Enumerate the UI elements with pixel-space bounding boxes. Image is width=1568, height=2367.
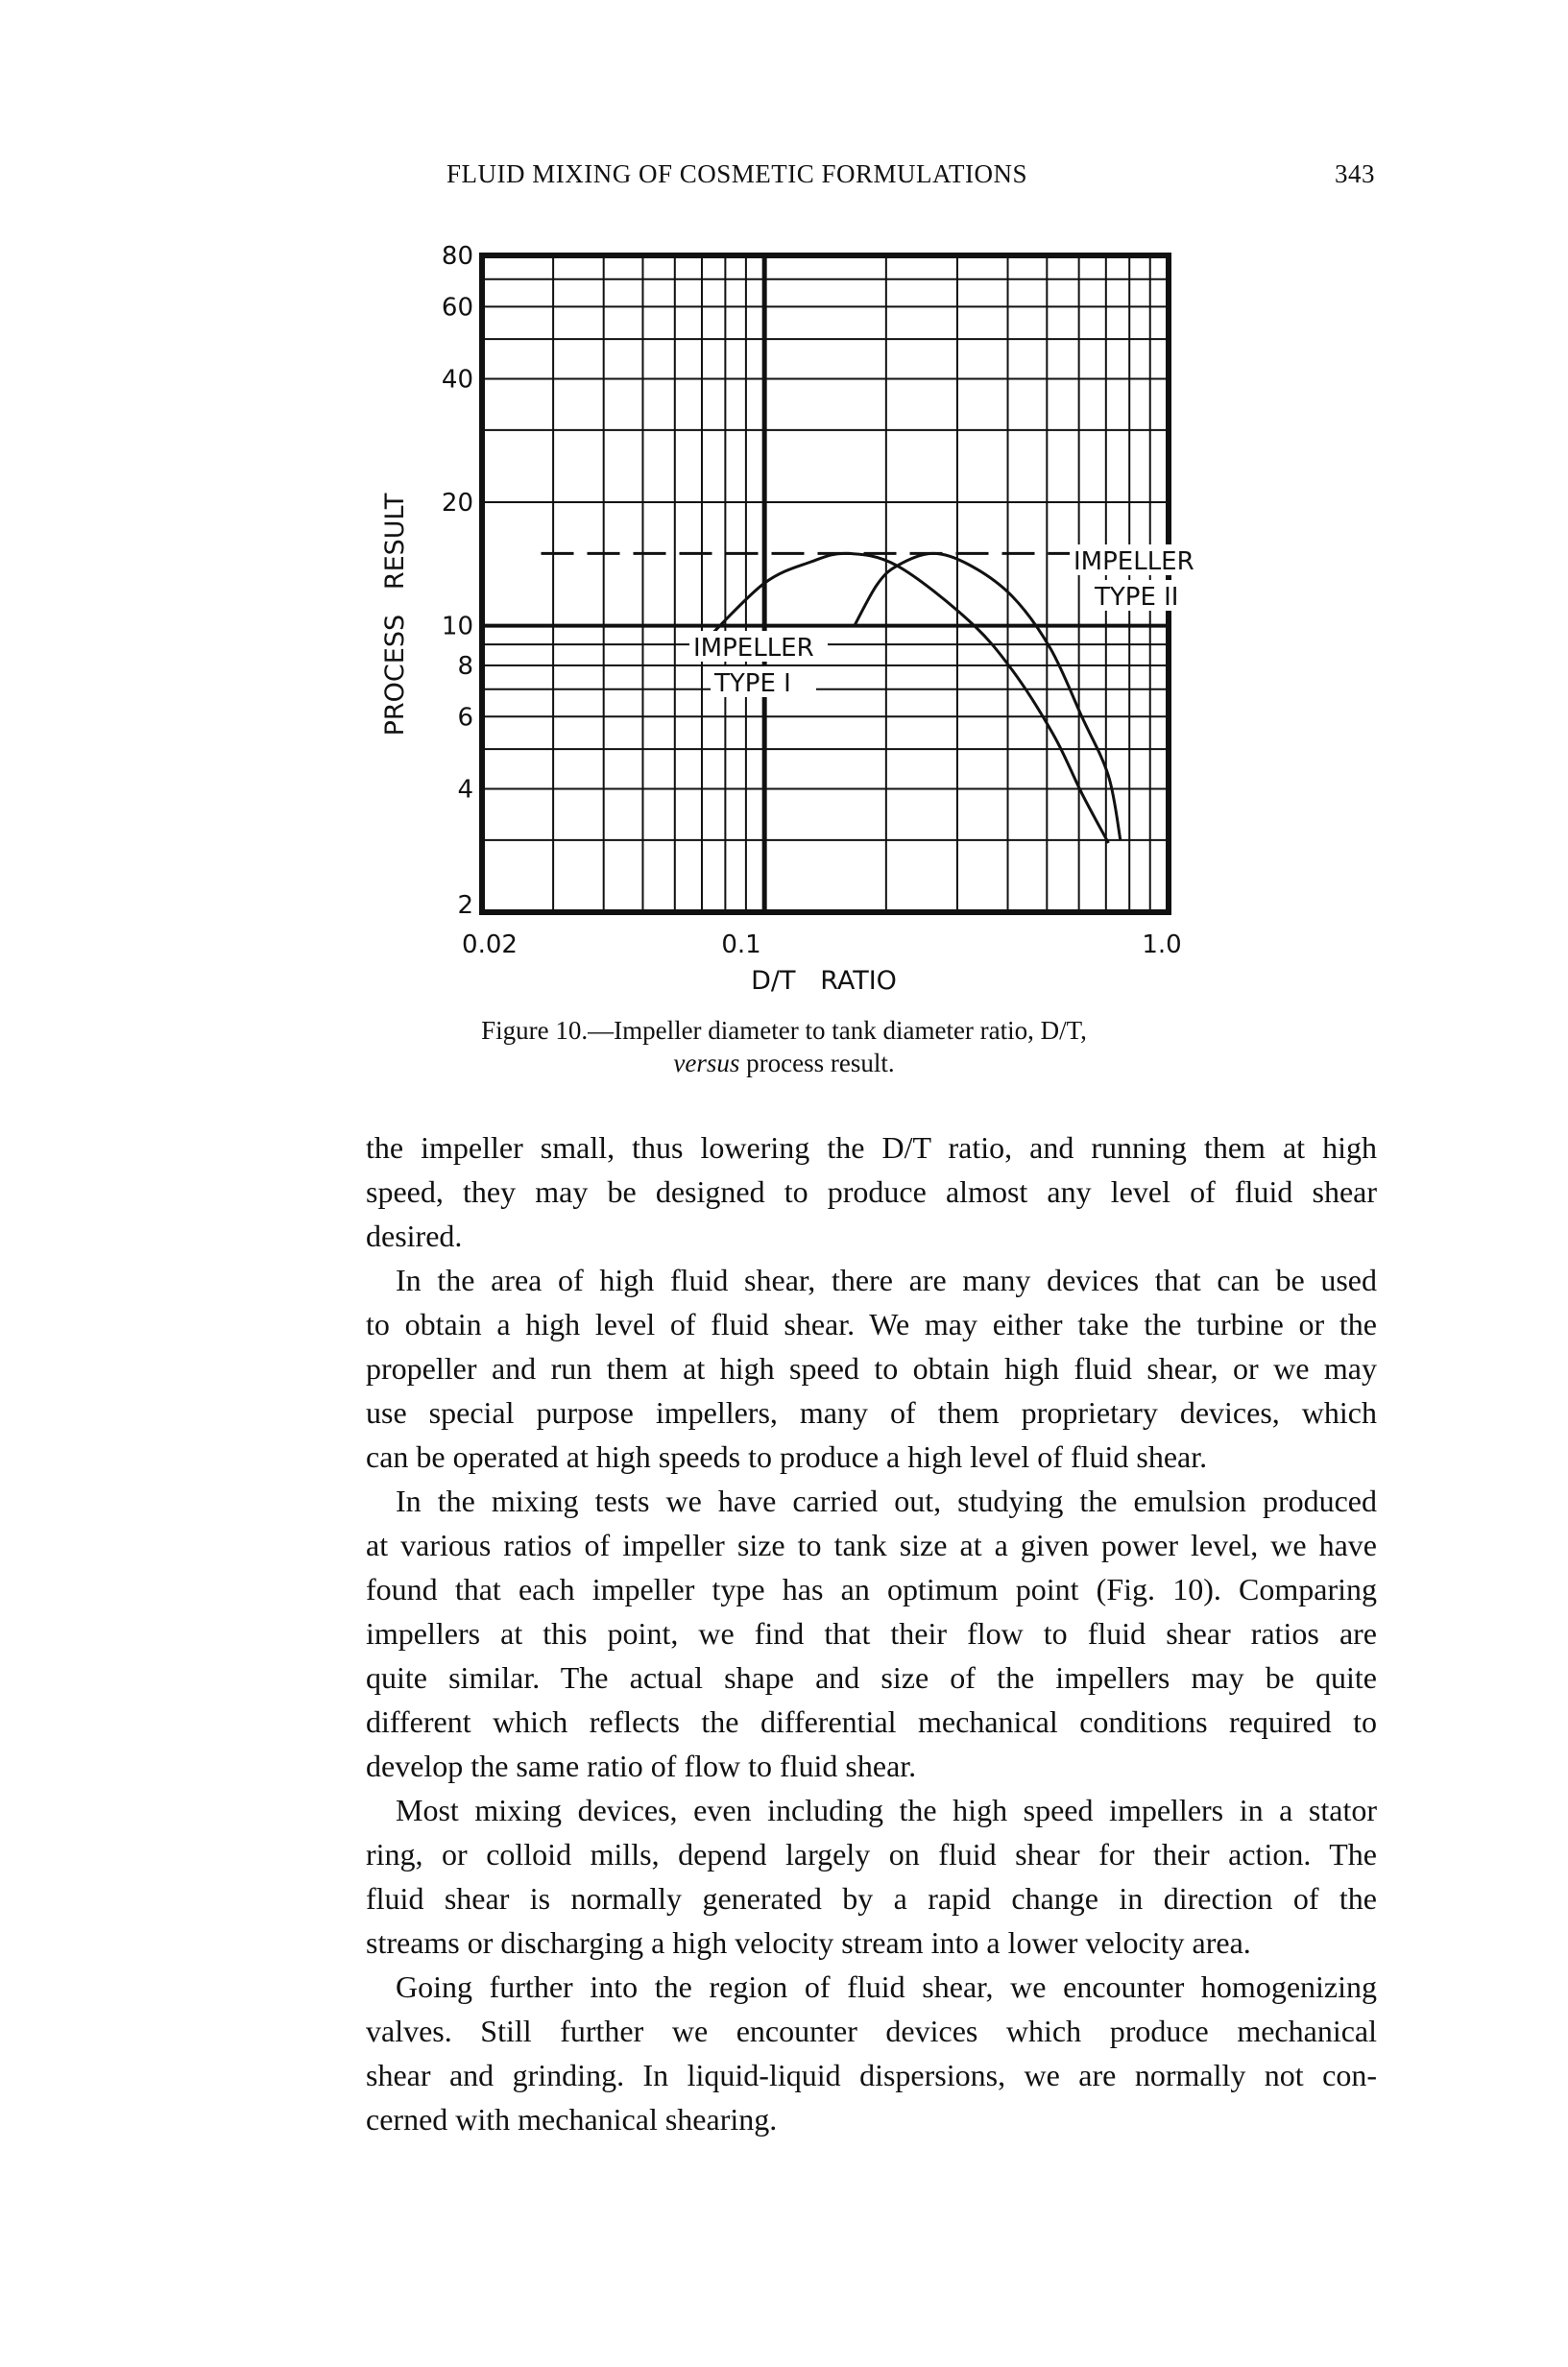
x-tick-label: 0.02: [462, 930, 518, 959]
text-line: found that each impeller type has an opt…: [366, 1572, 1377, 1606]
figure-caption: Figure 10.—Impeller diameter to tank dia…: [288, 1014, 1280, 1079]
caption-line-1: Figure 10.—Impeller diameter to tank dia…: [481, 1016, 1087, 1045]
page-number: 343: [1335, 159, 1375, 188]
text-line: streams or discharging a high velocity s…: [366, 1925, 1251, 1960]
text-line: fluid shear is normally generated by a r…: [366, 1881, 1377, 1916]
text-line: use special purpose impellers, many of t…: [366, 1395, 1377, 1430]
y-tick-label: 80: [442, 242, 473, 271]
text-line: propeller and run them at high speed to …: [366, 1351, 1377, 1386]
page-header: FLUID MIXING OF COSMETIC FORMULATIONS 34…: [0, 154, 1568, 192]
series-label-background: [1091, 580, 1213, 611]
text-line: different which reflects the differentia…: [366, 1704, 1377, 1739]
text-line: desired.: [366, 1219, 463, 1253]
series-label-background: [689, 631, 828, 662]
x-tick-label: 1.0: [1142, 930, 1181, 959]
curve-impeller-type-1: [708, 551, 1110, 844]
body-text: the impeller small, thus lowering the D/…: [366, 1125, 1377, 2141]
plot-frame: [479, 253, 1171, 915]
text-line: to obtain a high level of fluid shear. W…: [366, 1307, 1377, 1341]
series-label-type-1: TYPE I: [713, 669, 791, 698]
figure-10-chart: IMPELLER TYPE I IMPELLER TYPE II 2 4 6 8 10 20 40 6…: [380, 242, 1213, 996]
text-line: Going further into the region of fluid s…: [396, 1969, 1377, 2004]
y-tick-label: 6: [457, 703, 473, 732]
text-line: impellers at this point, we find that th…: [366, 1616, 1377, 1651]
caption-italic: versus: [673, 1049, 740, 1077]
text-line: Most mixing devices, even including the …: [396, 1793, 1377, 1827]
text-line: valves. Still further we encounter devic…: [366, 2014, 1377, 2048]
text-line: the impeller small, thus lowering the D/…: [366, 1130, 1377, 1165]
text-line: In the area of high fluid shear, there a…: [396, 1263, 1377, 1297]
text-line: ring, or colloid mills, depend largely o…: [366, 1837, 1377, 1872]
series-label-background: [711, 666, 816, 697]
series-label-type-1: IMPELLER: [693, 634, 814, 663]
text-line: can be operated at high speeds to produc…: [366, 1439, 1208, 1474]
series-label-type-2: TYPE II: [1094, 583, 1178, 612]
y-tick-label: 60: [442, 293, 473, 322]
text-line: at various ratios of impeller size to ta…: [366, 1528, 1377, 1562]
curve-impeller-type-2: [853, 551, 1122, 841]
text-line: shear and grinding. In liquid-liquid dis…: [366, 2058, 1377, 2092]
y-axis-title: PROCESS RESULT: [380, 493, 410, 736]
x-axis-title: D/T RATIO: [751, 966, 897, 996]
y-tick-label: 2: [457, 891, 473, 920]
text-line: cerned with mechanical shearing.: [366, 2102, 778, 2137]
caption-line-2: versus process result.: [288, 1047, 1280, 1079]
x-tick-label: 0.1: [721, 930, 760, 959]
series-label-background: [1070, 544, 1208, 575]
y-tick-label: 8: [457, 652, 473, 681]
y-tick-label: 40: [442, 366, 473, 395]
series-label-type-2: IMPELLER: [1073, 547, 1194, 576]
running-title: FLUID MIXING OF COSMETIC FORMULATIONS: [446, 159, 1028, 188]
y-tick-label: 4: [457, 775, 473, 804]
caption-rest: process result.: [739, 1049, 895, 1077]
y-tick-label: 20: [442, 489, 473, 518]
text-line: develop the same ratio of flow to fluid …: [366, 1749, 917, 1783]
y-tick-label: 10: [442, 613, 473, 641]
text-line: quite similar. The actual shape and size…: [366, 1660, 1377, 1695]
text-line: In the mixing tests we have carried out,…: [396, 1484, 1377, 1518]
text-line: speed, they may be designed to produce a…: [366, 1174, 1377, 1209]
